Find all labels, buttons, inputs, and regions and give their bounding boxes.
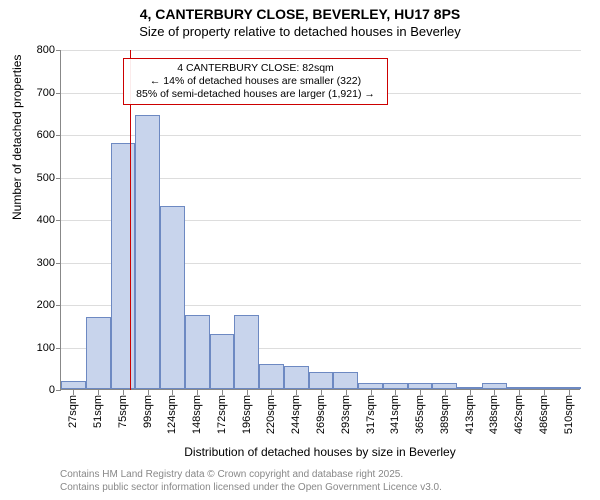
xtick-label: 27sqm (67, 395, 79, 428)
xtick-label: 51sqm (92, 395, 104, 428)
annotation-line: 85% of semi-detached houses are larger (… (130, 88, 381, 101)
xtick-label: 510sqm (563, 395, 575, 434)
xtick-label: 293sqm (340, 395, 352, 434)
histogram-bar (210, 334, 235, 389)
histogram-bar (333, 372, 358, 389)
xtick-label: 486sqm (538, 395, 550, 434)
x-axis-label: Distribution of detached houses by size … (60, 445, 580, 459)
ytick-label: 300 (15, 257, 55, 269)
ytick-label: 500 (15, 172, 55, 184)
plot-area: 010020030040050060070080027sqm51sqm75sqm… (60, 50, 580, 390)
xtick-label: 172sqm (216, 395, 228, 434)
histogram-bar (358, 383, 383, 389)
footer-line2: Contains public sector information licen… (60, 482, 442, 495)
histogram-bar (432, 383, 457, 389)
xtick-label: 413sqm (464, 395, 476, 434)
ytick-mark (56, 135, 61, 136)
ytick-label: 600 (15, 129, 55, 141)
ytick-mark (56, 263, 61, 264)
xtick-label: 244sqm (290, 395, 302, 434)
page-subtitle: Size of property relative to detached ho… (0, 24, 600, 39)
xtick-label: 148sqm (191, 395, 203, 434)
xtick-label: 389sqm (439, 395, 451, 434)
annotation-line: ← 14% of detached houses are smaller (32… (130, 75, 381, 88)
histogram-bar (309, 372, 334, 389)
xtick-label: 341sqm (389, 395, 401, 434)
ytick-label: 800 (15, 44, 55, 56)
ytick-label: 400 (15, 214, 55, 226)
xtick-label: 124sqm (166, 395, 178, 434)
histogram-bar (259, 364, 284, 390)
ytick-mark (56, 50, 61, 51)
histogram-bar (556, 387, 581, 389)
ytick-mark (56, 93, 61, 94)
footer-line1: Contains HM Land Registry data © Crown c… (60, 469, 442, 482)
histogram-bar (507, 387, 532, 389)
xtick-label: 317sqm (365, 395, 377, 434)
chart: 010020030040050060070080027sqm51sqm75sqm… (60, 50, 580, 390)
xtick-label: 462sqm (513, 395, 525, 434)
ytick-mark (56, 390, 61, 391)
xtick-label: 99sqm (142, 395, 154, 428)
annotation-box: 4 CANTERBURY CLOSE: 82sqm← 14% of detach… (123, 58, 388, 105)
xtick-label: 220sqm (265, 395, 277, 434)
xtick-label: 438sqm (488, 395, 500, 434)
histogram-bar (185, 315, 210, 389)
histogram-bar (457, 387, 482, 389)
ytick-label: 200 (15, 299, 55, 311)
histogram-bar (531, 387, 556, 389)
gridline (61, 50, 581, 51)
xtick-label: 196sqm (241, 395, 253, 434)
page-title: 4, CANTERBURY CLOSE, BEVERLEY, HU17 8PS (0, 6, 600, 22)
ytick-label: 700 (15, 87, 55, 99)
histogram-bar (284, 366, 309, 389)
ytick-mark (56, 178, 61, 179)
histogram-bar (234, 315, 259, 389)
histogram-bar (160, 206, 185, 389)
footer-attribution: Contains HM Land Registry data © Crown c… (60, 469, 442, 494)
histogram-bar (408, 383, 433, 389)
ytick-label: 0 (15, 384, 55, 396)
annotation-line: 4 CANTERBURY CLOSE: 82sqm (130, 62, 381, 75)
histogram-bar (482, 383, 507, 389)
ytick-mark (56, 220, 61, 221)
ytick-mark (56, 305, 61, 306)
ytick-mark (56, 348, 61, 349)
histogram-bar (135, 115, 160, 389)
histogram-bar (383, 383, 408, 389)
histogram-bar (86, 317, 111, 389)
histogram-bar (111, 143, 136, 390)
xtick-label: 75sqm (117, 395, 129, 428)
xtick-label: 365sqm (414, 395, 426, 434)
xtick-label: 269sqm (315, 395, 327, 434)
histogram-bar (61, 381, 86, 390)
ytick-label: 100 (15, 342, 55, 354)
